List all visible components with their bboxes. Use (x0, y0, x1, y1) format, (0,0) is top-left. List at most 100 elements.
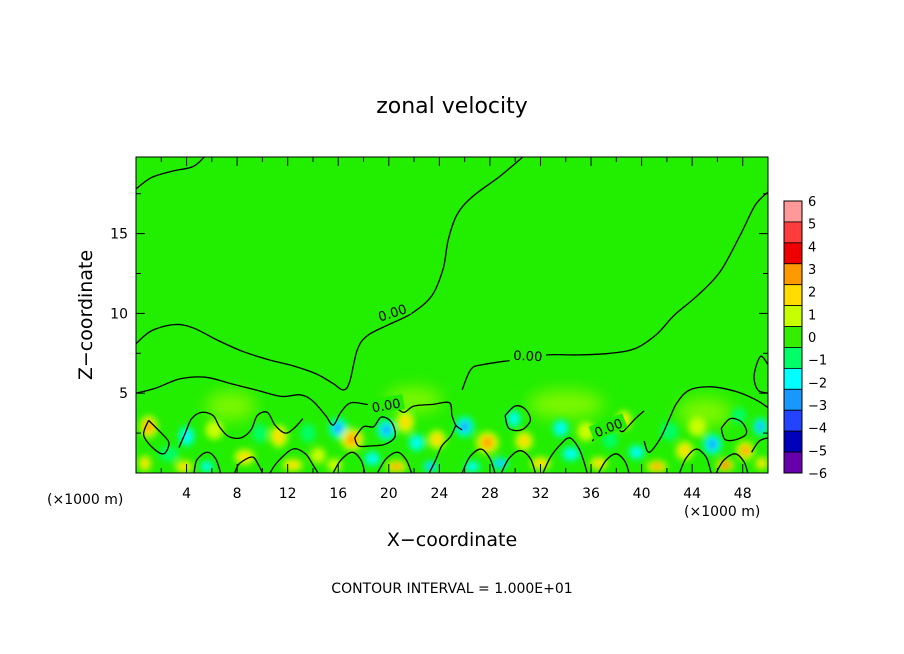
velocity-blob (407, 433, 426, 453)
contour-line (715, 453, 749, 473)
velocity-blob-ring (460, 421, 470, 432)
velocity-blob (138, 455, 152, 472)
velocity-blob-ring (202, 462, 212, 471)
colorbar-swatch (783, 221, 803, 244)
velocity-blob-ring (707, 439, 717, 450)
chart-title: zonal velocity (376, 94, 528, 119)
velocity-blob-ring (509, 412, 519, 425)
velocity-blob-ring (688, 417, 707, 437)
velocity-blob-ring (252, 423, 268, 443)
contour-line (136, 157, 524, 391)
velocity-blob-ring (310, 447, 326, 464)
velocity-blob (199, 460, 215, 473)
colorbar-swatch (783, 200, 803, 223)
contour-label-backdrop (372, 299, 412, 325)
velocity-blob-ring (731, 407, 747, 424)
velocity-blob (506, 409, 522, 429)
velocity-blob (731, 407, 747, 424)
x-unit-right: (×1000 m) (684, 504, 760, 520)
velocity-blob (688, 417, 707, 437)
contour-line (751, 437, 768, 453)
velocity-blob-ring (300, 423, 316, 443)
colorbar-swatch (783, 305, 803, 327)
contour-line (376, 451, 413, 473)
colorbar-level-label: 0 (808, 331, 816, 346)
velocity-blob (234, 449, 255, 466)
contour-line (142, 419, 170, 455)
velocity-blob-ring (158, 445, 179, 462)
velocity-blob (551, 418, 570, 438)
velocity-blob (454, 415, 475, 438)
y-tick-label: 5 (119, 386, 128, 402)
velocity-blob (515, 431, 533, 451)
contour-line (428, 424, 457, 473)
velocity-blob-ring (757, 422, 764, 431)
contour-line (598, 453, 630, 473)
faint-value-patch (205, 391, 257, 421)
x-tick-label: 12 (279, 486, 297, 502)
velocity-blob (463, 460, 482, 473)
velocity-blob-ring (431, 433, 443, 446)
x-tick-label: 32 (532, 486, 550, 502)
velocity-blob (363, 450, 382, 467)
velocity-blob-ring (482, 437, 493, 448)
x-tick-label: 8 (233, 486, 242, 502)
velocity-blob-ring (411, 436, 423, 449)
velocity-blob (386, 460, 407, 473)
x-tick-label: 48 (734, 486, 752, 502)
contour-line (193, 451, 222, 473)
contour-line (354, 416, 396, 448)
velocity-blob (589, 457, 608, 470)
velocity-blob-ring (399, 415, 411, 429)
x-unit-left: (×1000 m) (47, 492, 123, 508)
x-tick-label: 40 (633, 486, 651, 502)
contour-line (178, 411, 304, 448)
velocity-blob (376, 418, 397, 442)
velocity-blob (158, 445, 179, 462)
velocity-blob (269, 425, 288, 448)
velocity-blob-ring (721, 462, 729, 468)
x-tick-label: 4 (182, 486, 191, 502)
velocity-blob-ring (286, 461, 299, 469)
velocity-blob-ring (366, 453, 378, 464)
velocity-blob (716, 458, 734, 472)
velocity-blob (175, 460, 193, 473)
velocity-blob-ring (518, 435, 530, 447)
contour-label: 0.00 (513, 349, 543, 365)
colorbar: 6 5 4 3 2 1 0 −1 −2 −3 −4 −5 −6 (783, 195, 827, 482)
colorbar-level-label: 4 (808, 240, 816, 255)
velocity-blob-ring (466, 462, 478, 471)
colorbar-level-label: −4 (808, 422, 827, 437)
colorbar-level-label: 5 (808, 218, 816, 233)
velocity-blob-ring (631, 447, 642, 458)
contour-interval-text: CONTOUR INTERVAL = 1.000E+01 (331, 581, 572, 597)
velocity-blob (702, 433, 723, 456)
colorbar-swatch (783, 284, 803, 307)
colorbar-swatch (783, 430, 803, 453)
contour-line (678, 448, 712, 473)
plot-frame (135, 156, 769, 474)
contour-line (136, 376, 381, 426)
velocity-blob (755, 457, 768, 470)
velocity-blob-ring (381, 424, 391, 435)
colorbar-level-label: 6 (808, 195, 816, 210)
velocity-blob-ring (741, 446, 750, 455)
velocity-blob (736, 441, 755, 461)
x-tick-label: 20 (380, 486, 398, 502)
colorbar-level-label: −2 (808, 376, 827, 391)
x-tick-label: 24 (430, 486, 448, 502)
velocity-blob (340, 428, 364, 451)
colorbar-level-label: 2 (808, 286, 816, 301)
colorbar-level-label: −6 (808, 467, 827, 482)
velocity-blob (310, 447, 326, 464)
velocity-blob (427, 429, 446, 450)
velocity-blob (205, 420, 224, 440)
contour-line (461, 448, 496, 473)
velocity-blob (282, 458, 303, 472)
colorbar-frame (783, 200, 803, 474)
velocity-blob (752, 417, 768, 437)
velocity-blob (476, 431, 499, 454)
colorbar-level-label: −5 (808, 444, 827, 459)
velocity-blob (675, 441, 694, 461)
